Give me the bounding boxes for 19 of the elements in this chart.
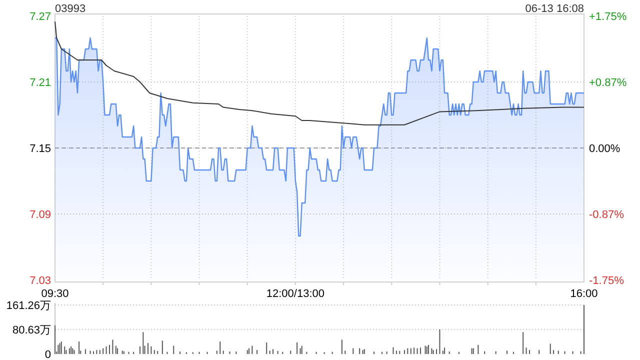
y-tick-label: 7.09 bbox=[30, 209, 51, 221]
y-tick-label: 7.03 bbox=[30, 275, 51, 287]
x-tick-label: 09:30 bbox=[41, 288, 69, 300]
y2-tick-label: +1.75% bbox=[589, 11, 627, 23]
line-series bbox=[54, 21, 584, 126]
y2-tick-label: +0.87% bbox=[589, 77, 627, 89]
text: 06-13 16:08 bbox=[525, 3, 584, 15]
y-tick-label: 161.26万 bbox=[6, 300, 51, 312]
y-tick-label: 7.27 bbox=[30, 11, 51, 23]
y2-tick-label: -0.87% bbox=[589, 209, 624, 221]
y2-tick-label: -1.75% bbox=[589, 275, 624, 287]
x-tick-label: 16:00 bbox=[570, 288, 598, 300]
chart-title: 03993 bbox=[55, 3, 86, 15]
y-tick-label: 7.21 bbox=[30, 77, 51, 89]
y-tick-label: 0 bbox=[44, 349, 51, 360]
y-tick-label: 7.15 bbox=[30, 143, 51, 155]
y-tick-label: 80.63万 bbox=[12, 324, 51, 336]
y2-tick-label: 0.00% bbox=[589, 143, 620, 155]
x-tick-label: 12:00/13:00 bbox=[266, 288, 325, 300]
